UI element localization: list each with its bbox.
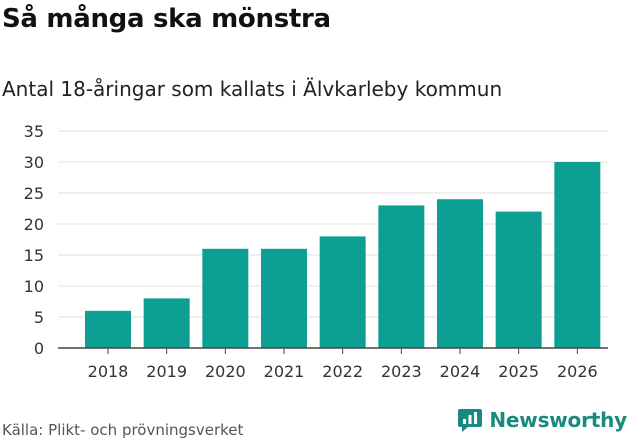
- newsworthy-logo[interactable]: Newsworthy: [457, 407, 627, 433]
- y-tick-label: 30: [24, 153, 44, 172]
- source-text: Källa: Plikt- och prövningsverket: [2, 421, 244, 439]
- y-tick-label: 0: [34, 339, 44, 358]
- bar-2018: [85, 310, 131, 348]
- x-tick-label: 2019: [146, 362, 187, 381]
- x-tick-label: 2020: [205, 362, 246, 381]
- bar-2021: [261, 248, 307, 348]
- bar-2025: [495, 211, 542, 348]
- y-tick-label: 35: [24, 122, 44, 141]
- newsworthy-logo-text: Newsworthy: [489, 408, 627, 432]
- chart-title: Så många ska mönstra: [2, 4, 331, 34]
- bar-2022: [319, 236, 366, 348]
- bar-2019: [143, 298, 190, 348]
- x-tick-label: 2024: [440, 362, 481, 381]
- bar-2026: [554, 162, 601, 348]
- x-tick-label: 2023: [381, 362, 422, 381]
- chart-subtitle: Antal 18-åringar som kallats i Älvkarleb…: [2, 77, 503, 101]
- x-tick-label: 2021: [264, 362, 305, 381]
- x-tick-label: 2022: [322, 362, 363, 381]
- x-tick-label: 2018: [88, 362, 129, 381]
- bar-2020: [202, 248, 249, 348]
- y-tick-label: 5: [34, 308, 44, 327]
- newsworthy-logo-icon: [458, 409, 483, 432]
- y-tick-label: 15: [24, 246, 44, 265]
- x-tick-label: 2026: [557, 362, 598, 381]
- x-tick-label: 2025: [498, 362, 539, 381]
- bar-2024: [437, 199, 483, 348]
- y-tick-label: 25: [24, 184, 44, 203]
- y-tick-label: 10: [24, 277, 44, 296]
- y-tick-label: 20: [24, 215, 44, 234]
- bar-2023: [378, 205, 425, 348]
